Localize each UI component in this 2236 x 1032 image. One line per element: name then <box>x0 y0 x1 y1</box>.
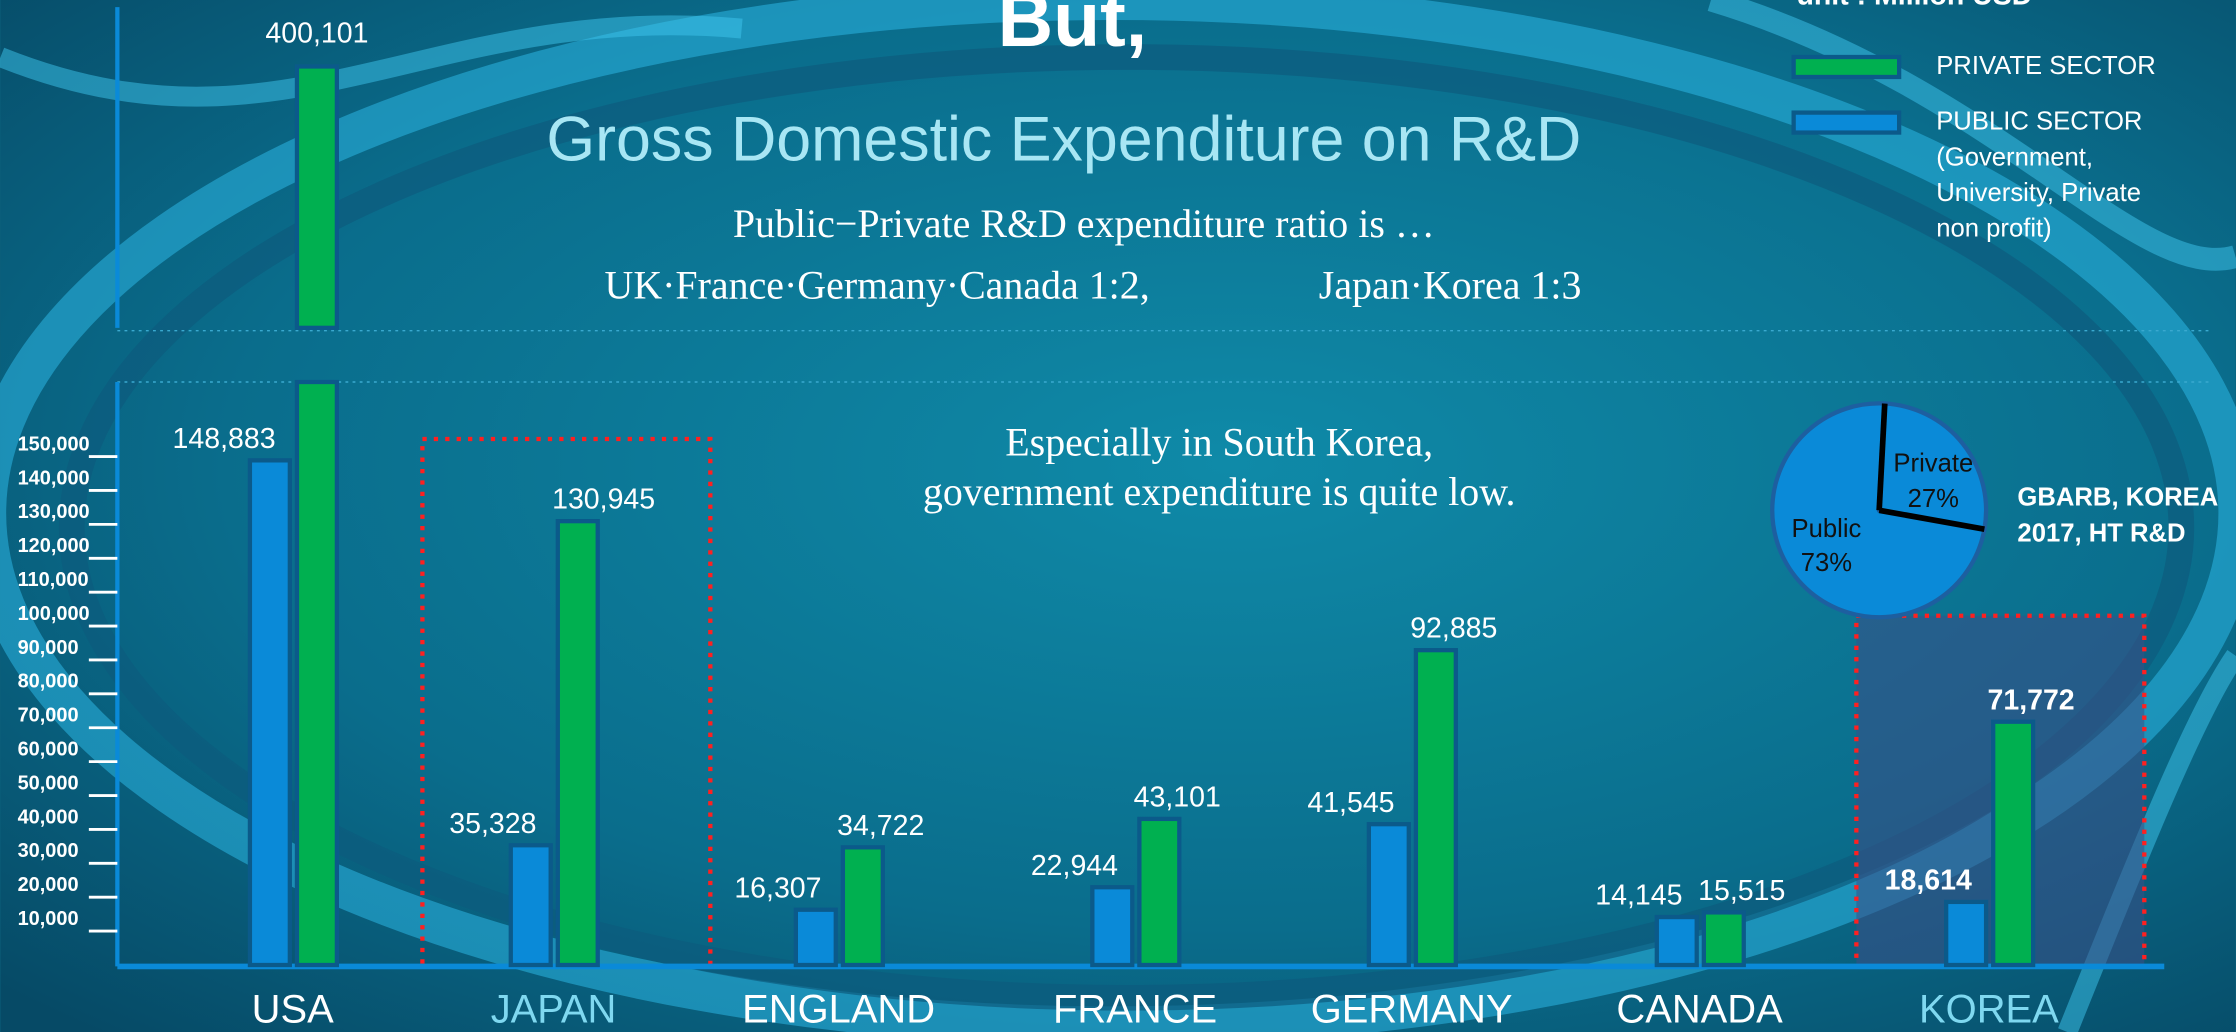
bar-segment <box>294 379 340 968</box>
bar <box>1366 822 1411 968</box>
pie-label: Private <box>1893 449 1973 477</box>
y-tick-label: 30,000 <box>18 840 79 862</box>
pie-source: GBARB, KOREA <box>2017 484 2218 512</box>
data-label: 43,101 <box>1134 781 1221 813</box>
data-label: 35,328 <box>449 808 536 840</box>
data-label: 400,101 <box>265 18 368 50</box>
data-label: 15,515 <box>1698 875 1785 907</box>
bar-segment <box>294 64 340 330</box>
y-tick-label: 50,000 <box>18 772 79 794</box>
pie-value-label: 73% <box>1801 549 1852 577</box>
legend-entry: PRIVATE SECTOR <box>1936 51 2156 80</box>
pie-source: 2017, HT R&D <box>2017 519 2185 547</box>
legend-label: PRIVATE SECTOR <box>1936 51 2156 80</box>
legend-swatch <box>1791 54 1902 80</box>
bar <box>1991 719 2036 968</box>
bar <box>1413 648 1458 968</box>
note: UK·France·Germany·Canada 1:2, <box>605 263 1150 308</box>
data-label: 71,772 <box>1988 684 2075 716</box>
chart-title: But, <box>998 0 1148 63</box>
bar <box>555 519 600 968</box>
data-label: 34,722 <box>837 810 924 842</box>
pie-label: Public <box>1792 515 1862 543</box>
pie-divider <box>1878 507 1985 533</box>
annotation: government expenditure is quite low. <box>923 469 1516 514</box>
y-tick-label: 60,000 <box>18 738 79 760</box>
pie-slice <box>1770 401 1987 620</box>
y-tick-label: 110,000 <box>18 569 89 591</box>
annotation: Especially in South Korea, <box>1005 419 1433 464</box>
y-tick-label: 150,000 <box>18 433 90 455</box>
bar <box>1654 914 1699 968</box>
legend-swatch <box>1791 110 1902 135</box>
x-tick-label: CANADA <box>1616 988 1783 1032</box>
bar <box>294 64 340 968</box>
y-tick-label: 10,000 <box>18 908 79 930</box>
x-tick-label: GERMANY <box>1311 988 1513 1032</box>
chart-subtitle: Gross Domestic Expenditure on R&D <box>546 105 1581 175</box>
y-tick-label: 140,000 <box>18 467 90 489</box>
y-tick-label: 90,000 <box>18 637 79 659</box>
pie-slice <box>1876 401 1989 532</box>
unit-label: unit : Million USD <box>1796 0 2032 12</box>
note: Japan·Korea 1:3 <box>1319 263 1582 308</box>
bar <box>1701 910 1746 968</box>
data-label: 92,885 <box>1410 613 1497 645</box>
pie-divider <box>1876 403 1888 511</box>
data-label: 14,145 <box>1595 880 1682 912</box>
bar <box>508 843 553 968</box>
bar <box>793 907 838 968</box>
bar <box>1090 885 1135 968</box>
note: Public−Private R&D expenditure ratio is … <box>733 201 1435 246</box>
bar <box>1137 816 1182 968</box>
data-label: 16,307 <box>734 872 821 904</box>
x-tick-label: ENGLAND <box>742 988 935 1032</box>
y-tick-label: 100,000 <box>18 603 90 625</box>
pie-value-label: 27% <box>1908 485 1959 513</box>
y-tick-label: 70,000 <box>18 705 79 727</box>
data-label: 41,545 <box>1307 787 1394 819</box>
legend-entry: PUBLIC SECTOR (Government, University, P… <box>1936 106 2143 243</box>
data-label: 22,944 <box>1031 850 1118 882</box>
bar <box>840 845 885 968</box>
bar <box>247 458 292 968</box>
y-tick-label: 20,000 <box>18 874 79 896</box>
y-tick-label: 130,000 <box>18 501 90 523</box>
legend-label: PUBLIC SECTOR (Government, University, P… <box>1936 106 2143 243</box>
x-tick-label: FRANCE <box>1053 988 1217 1032</box>
data-label: 148,883 <box>173 423 276 455</box>
y-tick-label: 40,000 <box>18 806 79 828</box>
x-tick-label: KOREA <box>1919 988 2059 1032</box>
bar <box>1944 899 1989 968</box>
data-label: 130,945 <box>552 484 655 516</box>
y-tick-label: 80,000 <box>18 671 79 693</box>
data-label: 18,614 <box>1885 864 1972 896</box>
x-tick-label: USA <box>252 988 334 1032</box>
y-tick-label: 120,000 <box>18 535 90 557</box>
x-tick-label: JAPAN <box>491 988 617 1032</box>
